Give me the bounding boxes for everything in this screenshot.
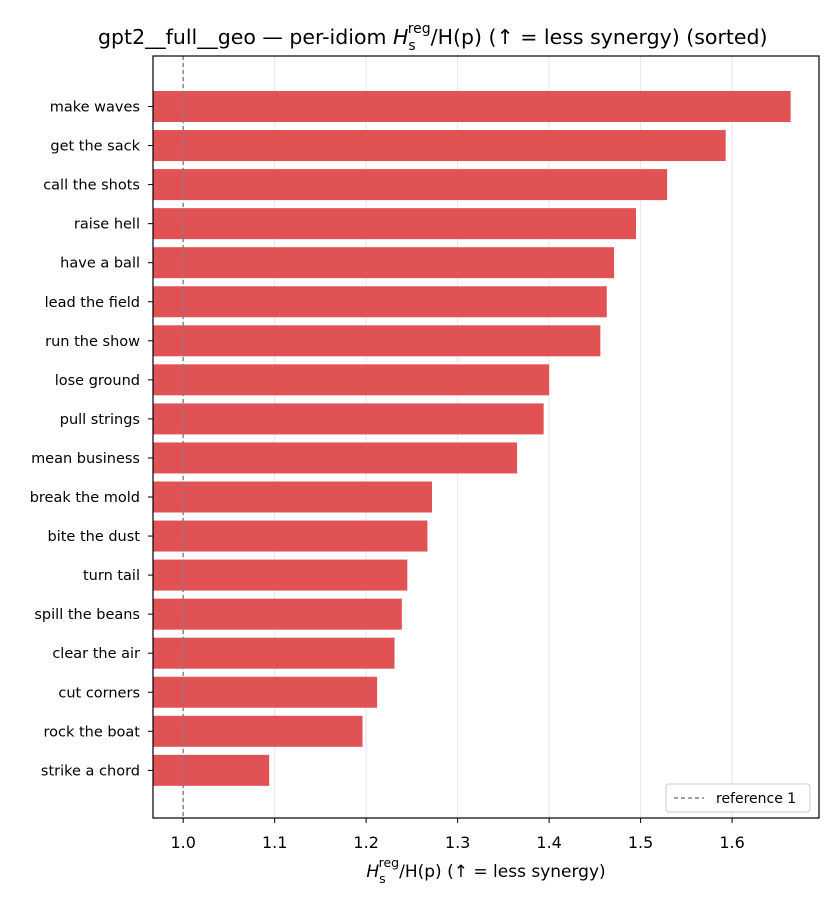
- chart-title-suffix: (↑ = less synergy) (sorted): [482, 25, 768, 49]
- y-tick-label: rock the boat: [43, 724, 140, 740]
- y-tick-label: call the shots: [43, 178, 140, 194]
- legend: reference 1: [665, 783, 811, 813]
- y-tick-label: lead the field: [45, 295, 140, 311]
- x-axis-label-math-denominator: /H(p): [399, 862, 442, 882]
- bar: [153, 208, 637, 240]
- bar: [153, 637, 395, 669]
- bar: [153, 442, 518, 474]
- y-tick-label: make waves: [50, 100, 140, 116]
- y-tick-label: strike a chord: [41, 763, 140, 779]
- y-tick-label: get the sack: [50, 139, 140, 155]
- x-tick-label: 1.2: [353, 833, 378, 852]
- y-tick-label: cut corners: [58, 685, 140, 701]
- chart-title: gpt2__full__geo — per-idiom Hsreg/H(p) (…: [98, 21, 768, 54]
- bar: [153, 403, 544, 435]
- x-tick-label: 1.3: [445, 833, 470, 852]
- x-tick-label: 1.1: [262, 833, 287, 852]
- bar: [153, 247, 615, 279]
- legend-reference-label: reference 1: [716, 791, 796, 807]
- bar: [153, 286, 607, 318]
- chart-title-math-denominator: /H(p): [431, 25, 482, 49]
- bar: [153, 91, 791, 122]
- y-tick-label: turn tail: [83, 568, 140, 584]
- chart-title-math-sub: s: [408, 38, 415, 54]
- x-axis-label-math-sup: reg: [379, 855, 400, 870]
- y-tick-label: clear the air: [52, 646, 140, 662]
- y-tick-label: have a ball: [60, 256, 140, 272]
- x-axis-label-math-sub: s: [379, 871, 386, 886]
- bar: [153, 520, 428, 552]
- bar: [153, 715, 363, 747]
- x-axis-label-math-h: H: [366, 862, 379, 882]
- bar: [153, 754, 270, 786]
- y-tick-label: raise hell: [74, 217, 140, 233]
- bar: [153, 169, 668, 201]
- bar: [153, 325, 601, 357]
- y-tick-label: pull strings: [60, 412, 140, 428]
- bars: [153, 91, 791, 786]
- x-tick-label: 1.0: [170, 833, 195, 852]
- bar: [153, 130, 726, 162]
- chart-title-math-h: H: [393, 25, 408, 49]
- y-tick-label: lose ground: [55, 373, 140, 389]
- y-tick-label: bite the dust: [48, 529, 141, 545]
- x-tick-labels: 1.0 1.1 1.2 1.3 1.4 1.5 1.6: [170, 818, 745, 852]
- y-tick-label: mean business: [31, 451, 140, 467]
- y-tick-label: break the mold: [30, 490, 140, 506]
- x-tick-label: 1.4: [536, 833, 561, 852]
- y-tick-label: run the show: [45, 334, 140, 350]
- bar: [153, 364, 550, 396]
- chart-title-prefix: gpt2__full__geo — per-idiom: [98, 25, 393, 50]
- bar: [153, 676, 378, 708]
- axes-frame: [152, 55, 820, 819]
- bar: [153, 559, 408, 591]
- y-tick-label: spill the beans: [34, 607, 140, 623]
- legend-box: [665, 783, 811, 813]
- chart-title-math-sup: reg: [408, 21, 431, 37]
- x-tick-label: 1.5: [628, 833, 653, 852]
- x-axis-label-suffix: (↑ = less synergy): [442, 862, 606, 882]
- y-tick-labels: make waves get the sack call the shots rais…: [30, 100, 153, 779]
- bar: [153, 598, 402, 630]
- x-tick-label: 1.6: [719, 833, 744, 852]
- x-axis-label: Hsreg/H(p) (↑ = less synergy): [366, 855, 605, 886]
- bar: [153, 481, 433, 513]
